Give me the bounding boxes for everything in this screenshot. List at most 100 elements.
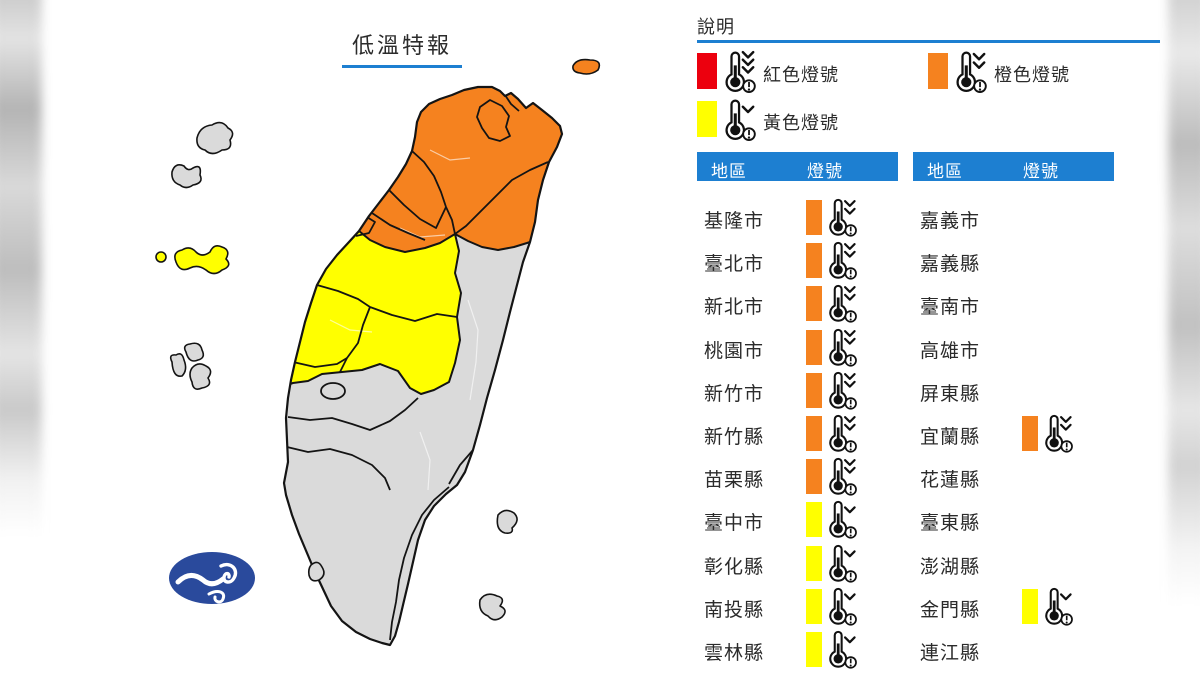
region-name: 高雄市 (920, 340, 981, 362)
region-row: 彰化縣 (697, 543, 897, 584)
region-row: 臺北市 (697, 240, 897, 281)
island-orchid (478, 593, 506, 621)
region-name: 連江縣 (920, 643, 981, 664)
island-green (496, 509, 518, 534)
legend-label: 紅色燈號 (763, 65, 839, 85)
island-penghu-2 (169, 353, 187, 378)
region-column-header: 地區 (927, 162, 963, 181)
letterbox-gradient-left (0, 0, 42, 690)
region-name: 基隆市 (704, 211, 765, 232)
orange-swatch (806, 243, 822, 279)
thermometer-icon (827, 499, 858, 540)
region-row: 嘉義縣 (913, 242, 1113, 278)
region-row: 宜蘭縣 (913, 413, 1113, 454)
thermometer-icon (827, 370, 858, 411)
region-row: 新竹縣 (697, 413, 897, 454)
region-row: 嘉義市 (913, 199, 1113, 235)
thermometer-icon (827, 197, 858, 238)
thermometer-icon (827, 629, 858, 670)
island-liuqiu (307, 561, 325, 582)
island-kinmen (174, 245, 230, 275)
yellow-swatch (806, 502, 822, 538)
thermometer-icon (827, 240, 858, 281)
thermometer-icon (827, 283, 858, 324)
region-row: 澎湖縣 (913, 545, 1113, 581)
table-header-left: 地區 燈號 (697, 152, 898, 181)
region-name: 嘉義市 (920, 211, 981, 232)
yellow-swatch (806, 588, 822, 624)
orange-swatch (928, 53, 948, 89)
island-penghu-3 (189, 363, 212, 390)
region-row: 屏東縣 (913, 372, 1113, 408)
region-name: 苗栗縣 (704, 470, 765, 492)
map-title: 低溫特報 (342, 28, 462, 68)
thermometer-icon (827, 413, 858, 454)
legend-label: 橙色燈號 (994, 65, 1070, 85)
region-name: 彰化縣 (704, 556, 765, 578)
thermometer-icon (723, 98, 757, 142)
region-name: 新北市 (704, 297, 765, 319)
region-row: 連江縣 (913, 631, 1113, 667)
red-swatch (697, 53, 717, 89)
cwb-logo (169, 552, 255, 604)
signal-column-header: 燈號 (807, 162, 843, 181)
orange-swatch (806, 200, 822, 235)
region-row: 苗栗縣 (697, 456, 897, 497)
thermometer-icon (827, 543, 858, 584)
region-row: 南投縣 (697, 586, 897, 627)
thermometer-icon (827, 327, 858, 368)
region-row: 臺東縣 (913, 501, 1113, 537)
taiwan-island-outline (282, 85, 564, 647)
orange-swatch (1022, 416, 1038, 451)
region-name: 臺中市 (704, 513, 765, 535)
island-matsu-south (171, 164, 202, 189)
region-row: 臺南市 (913, 285, 1113, 321)
island-kinmen-islet (155, 251, 167, 263)
region-row: 新竹市 (697, 370, 897, 411)
region-name: 金門縣 (920, 599, 981, 621)
map-alert-boundaries (289, 230, 531, 395)
island-penghu-1 (183, 342, 205, 362)
thermometer-icon (723, 50, 757, 94)
region-name: 屏東縣 (920, 383, 981, 405)
region-name: 新竹市 (704, 383, 765, 405)
region-name: 澎湖縣 (920, 556, 981, 578)
region-column-header: 地區 (711, 162, 747, 181)
region-row: 臺中市 (697, 499, 897, 540)
thermometer-icon (1043, 586, 1074, 627)
region-name: 臺南市 (920, 297, 981, 319)
legend-divider (697, 40, 1160, 43)
region-row: 金門縣 (913, 586, 1113, 627)
signal-column-header: 燈號 (1023, 162, 1059, 181)
legend-heading: 說明 (697, 17, 735, 37)
thermometer-icon (954, 50, 988, 94)
region-row: 高雄市 (913, 329, 1113, 365)
region-name: 花蓮縣 (920, 470, 981, 492)
region-name: 宜蘭縣 (920, 427, 981, 448)
region-row: 新北市 (697, 283, 897, 324)
orange-swatch (806, 459, 822, 495)
orange-swatch (806, 416, 822, 451)
region-row: 花蓮縣 (913, 458, 1113, 494)
region-name: 臺北市 (704, 254, 765, 276)
region-name: 臺東縣 (920, 513, 981, 535)
thermometer-icon (827, 456, 858, 497)
yellow-swatch (1022, 588, 1038, 624)
table-header-right: 地區 燈號 (913, 152, 1114, 181)
thermometer-icon (827, 586, 858, 627)
yellow-swatch (806, 632, 822, 667)
orange-swatch (806, 329, 822, 365)
region-name: 南投縣 (704, 599, 765, 621)
yellow-swatch (806, 545, 822, 581)
letterbox-gradient-right (1168, 0, 1200, 690)
island-northeast-islet (572, 58, 601, 75)
orange-swatch (806, 286, 822, 322)
thermometer-icon (1043, 413, 1074, 454)
region-name: 桃園市 (704, 340, 765, 362)
region-name: 雲林縣 (704, 643, 765, 664)
region-row: 基隆市 (697, 197, 897, 238)
orange-swatch (806, 372, 822, 408)
region-row: 雲林縣 (697, 629, 897, 670)
legend-label: 黃色燈號 (763, 113, 839, 133)
taiwan-map (155, 58, 601, 647)
